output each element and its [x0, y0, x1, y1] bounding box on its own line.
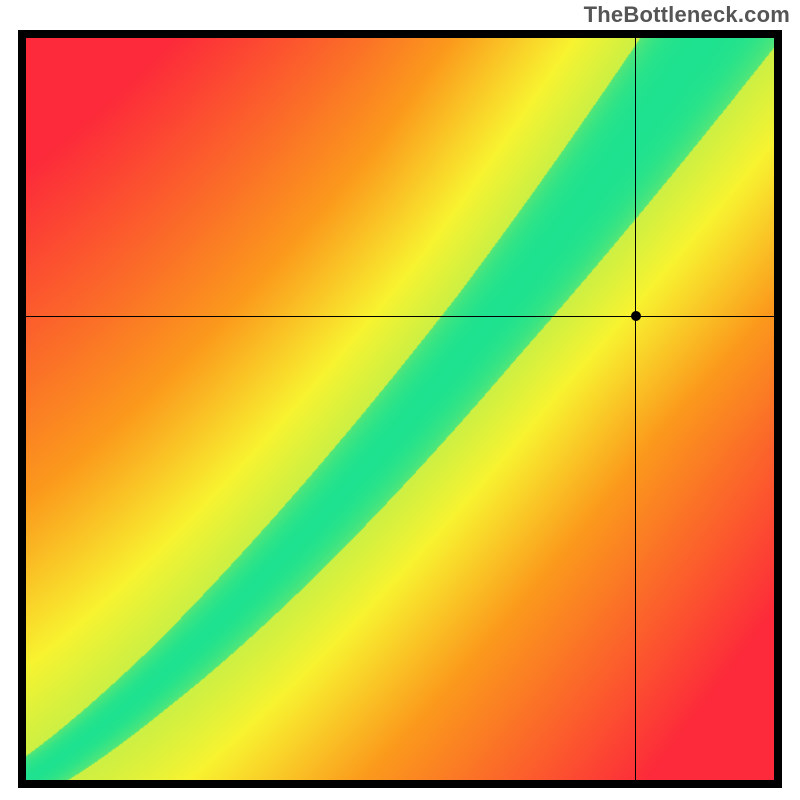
heatmap-plot	[18, 30, 782, 788]
heatmap-canvas	[26, 38, 774, 780]
watermark-text: TheBottleneck.com	[584, 2, 790, 28]
